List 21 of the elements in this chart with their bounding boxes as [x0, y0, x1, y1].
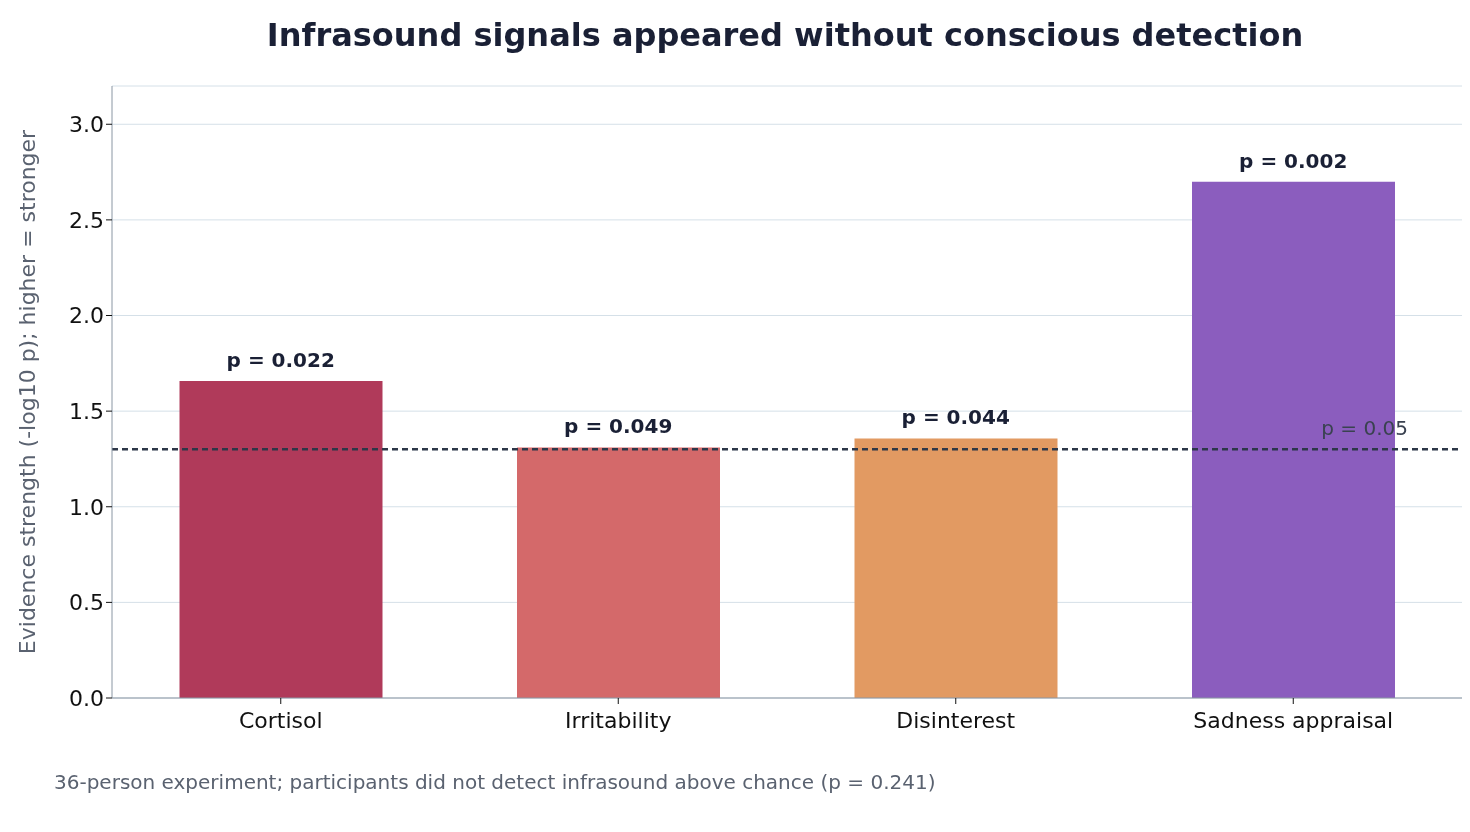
x-tick-label: Irritability — [565, 707, 672, 733]
bar — [517, 447, 720, 698]
y-tick-label: 0.5 — [69, 590, 104, 616]
annotation: p = 0.049 — [564, 414, 673, 439]
x-tick-label: Disinterest — [896, 707, 1016, 733]
annotation: p = 0.002 — [1239, 148, 1348, 173]
annotation: p = 0.044 — [901, 405, 1010, 430]
y-tick-label: 0.0 — [69, 685, 104, 711]
y-tick-label: 1.5 — [69, 398, 104, 424]
y-tick-label: 3.0 — [69, 112, 104, 138]
annotation: p = 0.022 — [226, 347, 335, 372]
y-tick-label: 1.0 — [69, 494, 104, 520]
bar — [179, 380, 383, 698]
chart-title: Infrasound signals appeared without conscious detection — [265, 15, 1305, 56]
y-axis-title: Evidence strength (-log10 p); higher = stronger — [14, 128, 40, 655]
x-tick-label: Sadness appraisal — [1193, 707, 1394, 733]
x-tick-label: Cortisol — [238, 707, 323, 733]
text: 36-person experiment; participants did not detect infrasound above chance (p = 0.241) — [54, 770, 936, 794]
bar — [854, 438, 1058, 698]
y-tick-label: 2.0 — [69, 303, 104, 329]
y-tick-label: 2.5 — [69, 207, 104, 233]
